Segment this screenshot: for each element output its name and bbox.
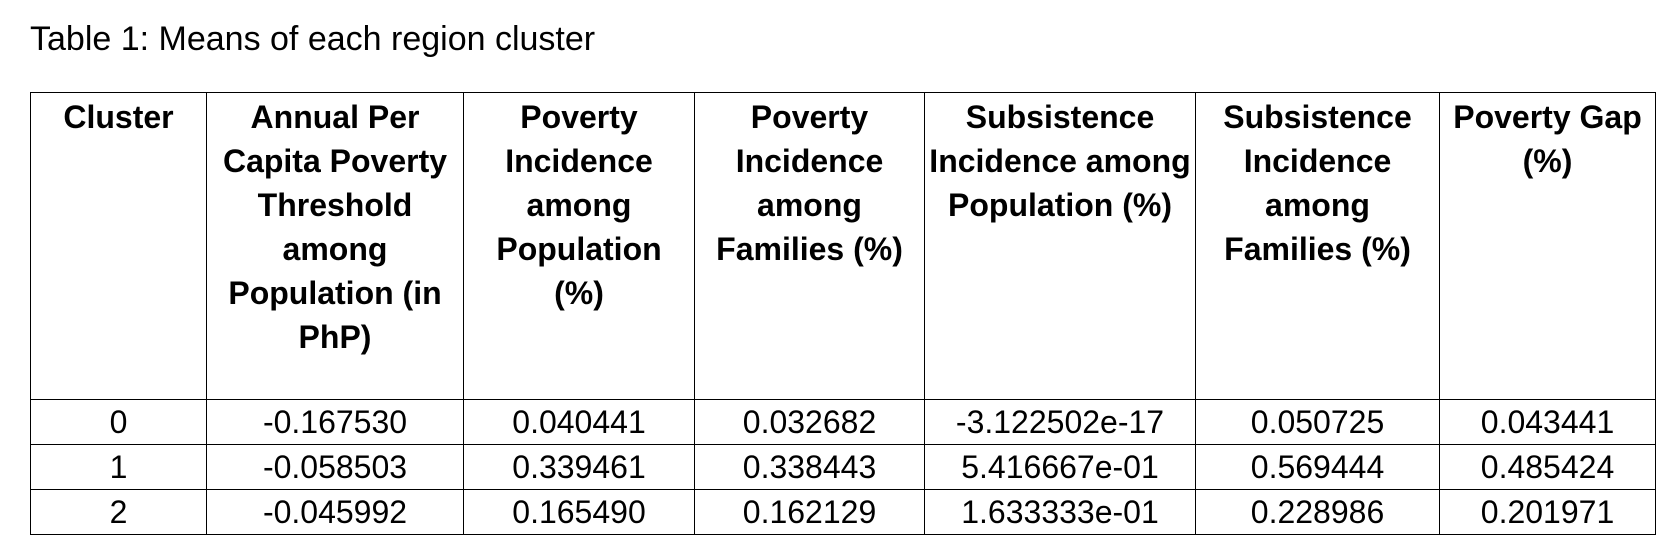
table-row: 2 -0.045992 0.165490 0.162129 1.633333e-…: [30, 489, 1656, 535]
table-cell: 1: [30, 444, 207, 490]
table-row: 0 -0.167530 0.040441 0.032682 -3.122502e…: [30, 399, 1656, 445]
header-cell: Cluster: [30, 92, 207, 400]
header-poverty-threshold: Annual Per Capita Poverty Threshold amon…: [222, 99, 448, 355]
table-caption: Table 1: Means of each region cluster: [30, 20, 596, 58]
table-cell: -0.058503: [206, 444, 464, 490]
table-cell: 0.228986: [1195, 489, 1440, 535]
table-cell: 1.633333e-01: [924, 489, 1196, 535]
header-cell: Subsistence Incidence among Population (…: [924, 92, 1196, 400]
cluster-means-table: Cluster Annual Per Capita Poverty Thresh…: [30, 92, 1656, 535]
header-poverty-incidence-families: Poverty Incidence among Families (%): [716, 99, 903, 267]
header-row: Cluster Annual Per Capita Poverty Thresh…: [30, 92, 1656, 400]
header-cell: Poverty Incidence among Families (%): [694, 92, 925, 400]
header-cell: Poverty Incidence among Population (%): [463, 92, 695, 400]
header-subsistence-incidence-families: Subsistence Incidence among Families (%): [1223, 99, 1412, 267]
table-row: 1 -0.058503 0.339461 0.338443 5.416667e-…: [30, 444, 1656, 490]
table-cell: 0.162129: [694, 489, 925, 535]
table-cell: -0.167530: [206, 399, 464, 445]
table-cell: 0: [30, 399, 207, 445]
table-cell: 0.040441: [463, 399, 695, 445]
header-cell: Poverty Gap (%): [1439, 92, 1656, 400]
table-cell: -3.122502e-17: [924, 399, 1196, 445]
table-cell: -0.045992: [206, 489, 464, 535]
table-cell: 0.569444: [1195, 444, 1440, 490]
table-cell: 0.032682: [694, 399, 925, 445]
header-subsistence-incidence-population: Subsistence Incidence among Population (…: [929, 99, 1191, 223]
table-cell: 0.339461: [463, 444, 695, 490]
table-cell: 0.485424: [1439, 444, 1656, 490]
table-cell: 2: [30, 489, 207, 535]
header-cell: Annual Per Capita Poverty Threshold amon…: [206, 92, 464, 400]
table-cell: 5.416667e-01: [924, 444, 1196, 490]
table-cell: 0.050725: [1195, 399, 1440, 445]
header-poverty-incidence-population: Poverty Incidence among Population (%): [496, 99, 662, 311]
table-cell: 0.201971: [1439, 489, 1656, 535]
table-cell: 0.338443: [694, 444, 925, 490]
table-cell: 0.165490: [463, 489, 695, 535]
header-cluster: Cluster: [63, 99, 174, 135]
header-poverty-gap: Poverty Gap (%): [1453, 99, 1642, 179]
table-cell: 0.043441: [1439, 399, 1656, 445]
header-cell: Subsistence Incidence among Families (%): [1195, 92, 1440, 400]
